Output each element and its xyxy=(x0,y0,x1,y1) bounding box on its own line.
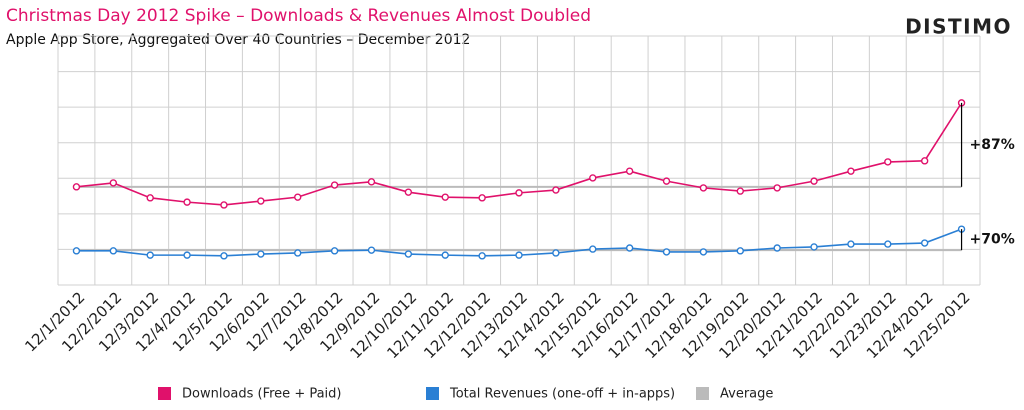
data-point xyxy=(478,194,486,202)
data-point xyxy=(736,247,744,255)
data-point xyxy=(552,186,560,194)
data-point xyxy=(589,245,597,253)
data-point xyxy=(294,193,302,201)
data-point xyxy=(404,250,413,258)
data-point xyxy=(146,194,154,202)
data-point xyxy=(662,177,671,185)
data-point xyxy=(183,198,191,206)
chart-title: Christmas Day 2012 Spike – Downloads & R… xyxy=(6,6,591,26)
chart-subtitle: Apple App Store, Aggregated Over 40 Coun… xyxy=(6,32,470,48)
data-point xyxy=(589,174,597,182)
data-point xyxy=(884,240,892,248)
data-point xyxy=(699,184,708,192)
data-point xyxy=(625,244,634,252)
data-point xyxy=(515,189,523,197)
data-point xyxy=(220,252,228,260)
legend-swatch xyxy=(696,387,709,400)
data-point xyxy=(72,247,81,255)
data-point xyxy=(736,187,744,195)
data-point xyxy=(330,247,339,255)
legend-swatch xyxy=(158,387,171,400)
data-point xyxy=(773,184,781,192)
data-point xyxy=(257,197,265,205)
data-point xyxy=(146,251,154,259)
data-point xyxy=(773,244,781,252)
data-point xyxy=(478,252,486,260)
data-point xyxy=(920,239,929,247)
data-point xyxy=(109,247,118,255)
data-point xyxy=(330,181,339,189)
data-point xyxy=(367,178,376,186)
change-annotation: +87% xyxy=(970,137,1015,153)
data-point xyxy=(662,248,671,256)
legend-swatch xyxy=(426,387,439,400)
data-point xyxy=(920,157,929,165)
data-point xyxy=(294,249,302,257)
data-point xyxy=(183,251,191,259)
data-point xyxy=(367,246,376,254)
data-point xyxy=(625,167,634,175)
change-annotation: +70% xyxy=(970,232,1015,248)
data-point xyxy=(884,158,892,166)
data-point xyxy=(810,243,818,251)
data-point xyxy=(699,248,708,256)
data-point xyxy=(441,251,449,259)
logo: DISTIMO xyxy=(905,15,1012,39)
data-point xyxy=(552,249,560,257)
legend-label: Downloads (Free + Paid) xyxy=(182,387,342,402)
data-point xyxy=(441,193,449,201)
data-point xyxy=(810,177,818,185)
data-point xyxy=(847,240,855,248)
data-point xyxy=(257,250,265,258)
data-point xyxy=(220,201,228,209)
data-point xyxy=(515,251,523,259)
legend-label: Average xyxy=(720,387,773,402)
data-point xyxy=(404,188,413,196)
data-point xyxy=(72,183,81,191)
legend-label: Total Revenues (one-off + in-apps) xyxy=(449,387,675,402)
data-point xyxy=(847,167,855,175)
data-point xyxy=(109,179,118,187)
